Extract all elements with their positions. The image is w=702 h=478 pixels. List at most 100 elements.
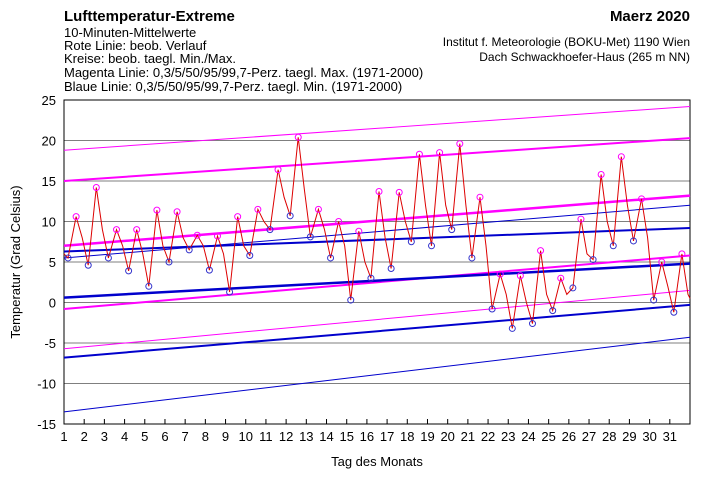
x-tick-label: 18 [400,429,414,444]
daily-min-marker [266,226,274,234]
x-tick-label: 3 [101,429,108,444]
daily-max-marker [375,188,383,196]
daily-min-marker [145,282,153,290]
daily-min-marker [205,266,213,274]
x-tick-label: 19 [420,429,434,444]
daily-min-marker [125,267,133,275]
daily-min-marker [428,242,436,250]
daily-max-marker [577,215,585,223]
max-percentile-line [63,289,691,350]
daily-max-marker [92,183,100,191]
daily-max-marker [557,274,565,282]
daily-min-marker [347,296,355,304]
observed-line [63,137,691,329]
max-percentile-line [63,106,691,151]
daily-min-marker [569,284,577,292]
daily-min-marker [407,238,415,246]
daily-max-marker [355,227,363,235]
min-percentile-line [63,262,691,299]
daily-min-marker [367,274,375,282]
daily-min-marker [549,307,557,315]
daily-max-marker [294,133,302,141]
note: 10-Minuten-Mittelwerte [64,25,196,40]
y-tick-label: 15 [42,174,56,189]
daily-max-marker [234,213,242,221]
source: Dach Schwackhoefer-Haus (265 m NN) [479,50,690,64]
daily-min-marker [387,264,395,272]
x-tick-label: 31 [663,429,677,444]
daily-min-marker [84,261,92,269]
daily-min-marker [589,256,597,264]
daily-max-marker [72,213,80,221]
daily-min-marker [650,296,658,304]
x-tick-label: 10 [239,429,253,444]
daily-min-marker [64,254,72,262]
x-tick-label: 25 [541,429,555,444]
y-tick-label: 5 [49,255,56,270]
daily-max-marker [617,153,625,161]
x-tick-label: 13 [299,429,313,444]
daily-min-marker [448,226,456,234]
daily-max-marker [476,193,484,201]
daily-max-marker [274,166,282,174]
daily-max-marker [456,140,464,148]
x-tick-label: 29 [622,429,636,444]
x-tick-label: 28 [602,429,616,444]
note: Rote Linie: beob. Verlauf [64,38,207,53]
y-tick-label: 10 [42,215,56,230]
daily-min-marker [670,308,678,316]
daily-min-marker [306,233,314,241]
x-tick-label: 1 [60,429,67,444]
note: Kreise: beob. taegl. Min./Max. [64,51,236,66]
max-percentile-line [63,254,691,310]
x-tick-label: 30 [642,429,656,444]
daily-max-marker [254,205,262,213]
daily-max-marker [113,226,121,234]
y-tick-label: -10 [37,377,56,392]
daily-min-marker [104,254,112,262]
daily-min-marker [629,237,637,245]
min-percentile-line [63,227,691,253]
y-axis-label: Temperatur (Grad Celsius) [8,185,23,338]
daily-min-marker [609,242,617,250]
source: Institut f. Meteorologie (BOKU-Met) 1190… [443,35,690,49]
period: Maerz 2020 [610,8,690,25]
daily-min-marker [468,254,476,262]
y-tick-label: -15 [37,417,56,432]
daily-min-marker [528,320,536,328]
x-tick-label: 17 [380,429,394,444]
daily-max-marker [516,272,524,280]
x-tick-label: 15 [339,429,353,444]
daily-max-marker [335,218,343,225]
x-tick-label: 21 [461,429,475,444]
daily-max-marker [193,231,201,239]
x-tick-label: 9 [222,429,229,444]
daily-max-marker [395,188,403,196]
x-tick-label: 4 [121,429,128,444]
x-tick-label: 8 [202,429,209,444]
note: Magenta Linie: 0,3/5/50/95/99,7-Perz. ta… [64,65,423,80]
daily-max-marker [173,208,181,216]
daily-max-marker [537,247,545,255]
x-tick-label: 14 [319,429,333,444]
daily-min-marker [226,288,234,296]
daily-max-marker [314,205,322,213]
y-tick-label: 20 [42,134,56,149]
daily-max-marker [133,226,141,234]
x-axis-label: Tag des Monats [331,454,423,469]
x-tick-label: 11 [259,429,273,444]
daily-min-marker [286,212,294,220]
min-percentile-line [63,204,691,259]
daily-min-marker [488,305,496,313]
daily-max-marker [597,171,605,179]
max-percentile-line [63,194,691,248]
daily-max-marker [496,270,504,278]
x-tick-label: 24 [521,429,535,444]
x-tick-label: 16 [360,429,374,444]
daily-max-marker [658,258,666,266]
daily-max-marker [213,232,221,240]
max-percentile-line [63,137,691,182]
daily-max-marker [415,150,423,158]
min-percentile-line [63,336,691,413]
